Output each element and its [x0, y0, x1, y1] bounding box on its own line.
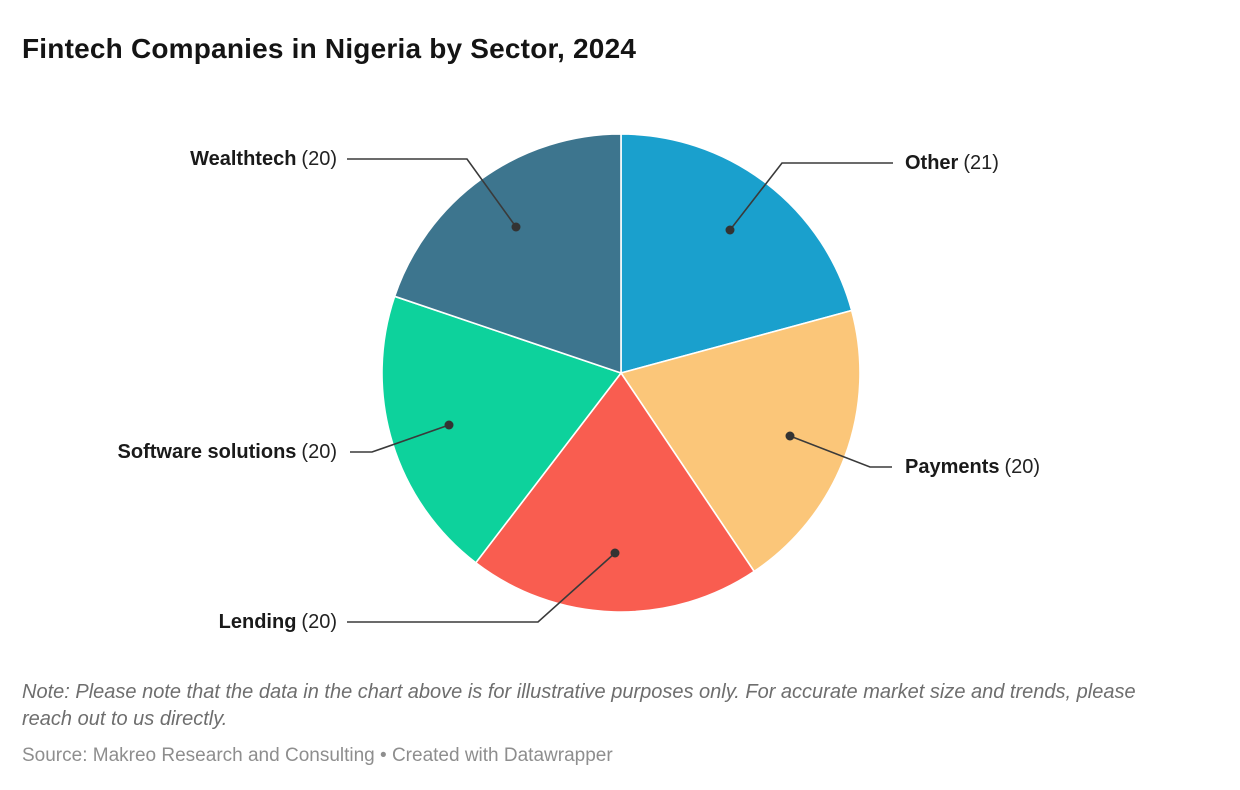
chart-source: Source: Makreo Research and Consulting •…	[22, 745, 613, 766]
slice-label-name: Payments	[905, 456, 1000, 478]
slice-label-name: Other	[905, 152, 959, 174]
slice-label-payments: Payments (20)	[905, 457, 1040, 477]
leader-line-wealthtech	[347, 158, 517, 228]
leader-line-payments	[789, 435, 892, 468]
slice-label-software-solutions: Software solutions (20)	[118, 442, 337, 462]
chart-title: Fintech Companies in Nigeria by Sector, …	[22, 33, 637, 64]
slice-label-lending: Lending (20)	[219, 612, 337, 632]
slice-label-wealthtech: Wealthtech (20)	[190, 149, 337, 169]
leader-dot-software-solutions	[444, 420, 454, 430]
slice-label-name: Lending	[218, 611, 297, 633]
slice-label-other: Other (21)	[905, 153, 999, 173]
slice-label-name: Wealthtech	[190, 148, 297, 170]
leader-dot-wealthtech	[511, 222, 521, 232]
leader-dot-other	[725, 225, 735, 235]
leader-line-other	[729, 162, 893, 231]
leader-line-software-solutions	[350, 424, 450, 453]
slice-label-count: (20)	[301, 148, 337, 170]
slice-label-count: (21)	[963, 152, 999, 174]
slice-label-count: (20)	[301, 611, 337, 633]
slice-label-count: (20)	[301, 441, 337, 463]
slice-label-count: (20)	[1004, 456, 1041, 478]
leader-line-lending	[347, 552, 616, 623]
leader-dot-payments	[785, 431, 795, 441]
slice-label-name: Software solutions	[117, 441, 297, 463]
pie-slice-lending[interactable]	[474, 371, 756, 613]
pie-slice-software-solutions[interactable]	[381, 295, 623, 564]
leader-dot-lending	[610, 548, 620, 558]
chart-note: Note: Please note that the data in the c…	[22, 681, 1136, 730]
